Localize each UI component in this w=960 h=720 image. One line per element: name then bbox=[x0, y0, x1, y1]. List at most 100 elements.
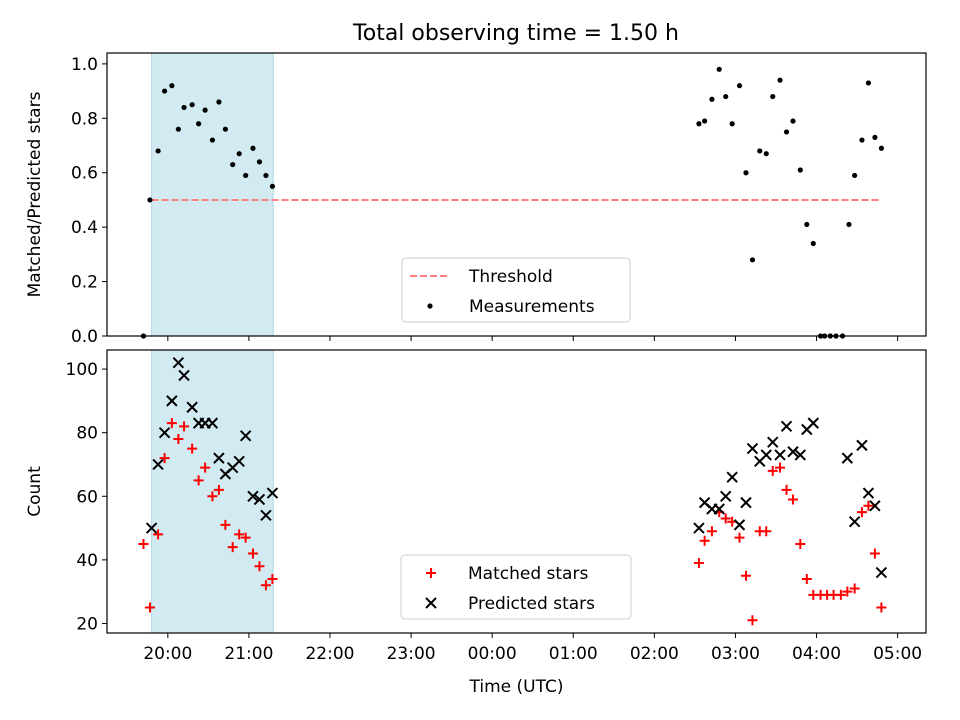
measurement-point bbox=[846, 221, 852, 228]
matched-star-point bbox=[706, 526, 717, 537]
matched-star-point bbox=[267, 573, 278, 584]
predicted-star-point bbox=[247, 490, 259, 502]
matched-star-point bbox=[775, 462, 786, 473]
matched-star-point bbox=[720, 513, 731, 524]
matched-star-point bbox=[740, 570, 751, 581]
matched-star-point bbox=[869, 548, 880, 559]
matched-star-point bbox=[876, 602, 887, 613]
legend-matched-swatch bbox=[426, 568, 436, 578]
y-axis-label: Count bbox=[25, 466, 45, 517]
measurement-point bbox=[155, 148, 161, 154]
x-axis-label: Time (UTC) bbox=[469, 677, 564, 697]
legend-label: Measurements bbox=[469, 297, 595, 317]
x-tick-label: 20:00 bbox=[143, 644, 192, 664]
measurement-point bbox=[243, 172, 249, 179]
matched-star-point bbox=[693, 558, 704, 569]
matched-star-point bbox=[699, 535, 710, 546]
y-tick-label: 20 bbox=[76, 614, 98, 634]
measurement-point bbox=[230, 161, 236, 168]
legend-predicted-swatch bbox=[425, 597, 437, 609]
x-tick-label: 22:00 bbox=[305, 644, 354, 664]
predicted-star-point bbox=[774, 449, 786, 461]
predicted-star-point bbox=[720, 490, 732, 502]
measurement-point bbox=[878, 145, 885, 151]
observing-window-shade bbox=[151, 52, 274, 337]
matched-star-point bbox=[193, 475, 204, 486]
measurement-point bbox=[743, 170, 749, 176]
y-tick-label: 0.4 bbox=[71, 218, 98, 238]
measurement-point bbox=[256, 159, 263, 165]
legend: Threshold Measurements bbox=[401, 257, 631, 323]
legend-box bbox=[400, 554, 632, 620]
measurement-point bbox=[161, 88, 168, 94]
measurement-point bbox=[189, 102, 195, 108]
legend-label: Threshold bbox=[468, 267, 553, 287]
y-tick-label: 1.0 bbox=[71, 55, 98, 75]
measurement-point bbox=[810, 240, 816, 247]
predicted-star-point bbox=[862, 487, 875, 499]
matched-star-point bbox=[159, 453, 170, 464]
measurement-point bbox=[749, 257, 756, 263]
predicted-star-point bbox=[253, 493, 266, 506]
measurement-point bbox=[209, 137, 216, 143]
predicted-star-point bbox=[746, 442, 759, 455]
predicted-star-point bbox=[767, 436, 779, 448]
chart-title: Total observing time = 1.50 h bbox=[352, 21, 679, 46]
matched-star-point bbox=[138, 538, 149, 549]
matched-star-point bbox=[747, 615, 758, 626]
predicted-star-point bbox=[726, 471, 738, 483]
matched-star-point bbox=[144, 602, 155, 613]
bottom-axes: 20 40 60 80 100 20:00 21:00 22:00 23:00 00:00 01:0… bbox=[25, 349, 927, 697]
axes-frame bbox=[106, 349, 927, 634]
predicted-star-point bbox=[856, 439, 868, 452]
predicted-star-point bbox=[145, 522, 158, 534]
measurement-point bbox=[236, 151, 242, 157]
predicted-star-point bbox=[213, 452, 225, 464]
y-tick-label: 0.2 bbox=[71, 273, 98, 293]
matched-star-point bbox=[179, 421, 190, 432]
matched-star-point bbox=[801, 573, 812, 584]
measurement-point bbox=[770, 93, 776, 100]
top-axes: 0.0 0.2 0.4 0.6 0.8 1.0 Matched/Predicted star… bbox=[25, 52, 927, 347]
measurement-point bbox=[202, 107, 208, 113]
y-tick-label: 0.6 bbox=[71, 164, 98, 184]
predicted-star-point bbox=[875, 566, 888, 579]
measurement-point bbox=[777, 77, 783, 83]
x-tick-label: 05:00 bbox=[873, 644, 922, 664]
predicted-star-point bbox=[713, 503, 725, 515]
predicted-star-point bbox=[693, 522, 705, 534]
measurement-point bbox=[872, 134, 878, 140]
matched-star-point bbox=[734, 532, 745, 543]
matched-star-point bbox=[761, 526, 772, 537]
matched-star-point bbox=[234, 529, 245, 540]
x-tick-label: 23:00 bbox=[387, 644, 436, 664]
predicted-star-point bbox=[206, 417, 219, 429]
measurement-point bbox=[763, 151, 769, 157]
y-tick-label: 60 bbox=[76, 487, 98, 507]
matched-star-point bbox=[200, 462, 211, 473]
measurement-point bbox=[222, 126, 228, 132]
predicted-star-point bbox=[186, 401, 198, 413]
matched-star-point bbox=[247, 548, 258, 559]
x-tick-label: 01:00 bbox=[549, 644, 598, 664]
matched-star-point bbox=[220, 519, 231, 530]
predicted-star-point bbox=[172, 357, 185, 369]
matched-star-point bbox=[842, 586, 853, 597]
matched-star-point bbox=[207, 491, 218, 502]
matched-star-point bbox=[213, 484, 224, 495]
predicted-star-point bbox=[166, 395, 178, 407]
predicted-star-point bbox=[266, 487, 279, 499]
predicted-star-point bbox=[848, 516, 861, 528]
predicted-star-point bbox=[260, 509, 272, 522]
measurement-point bbox=[175, 126, 181, 132]
matched-star-point bbox=[795, 538, 806, 549]
predicted-star-point bbox=[787, 446, 799, 458]
axes-frame bbox=[106, 52, 927, 337]
matched-star-point bbox=[173, 434, 184, 445]
predicted-star-point bbox=[869, 500, 881, 512]
predicted-star-point bbox=[233, 455, 245, 467]
matched-star-point bbox=[856, 507, 867, 518]
measurement-point bbox=[181, 104, 187, 111]
matched-star-point bbox=[767, 465, 778, 476]
